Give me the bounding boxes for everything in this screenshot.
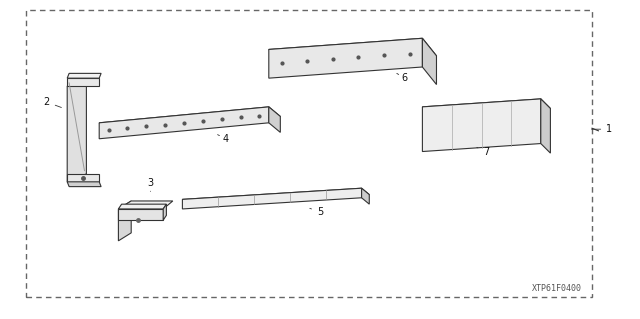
Polygon shape	[163, 204, 166, 220]
Polygon shape	[182, 188, 362, 209]
Text: 5: 5	[310, 207, 323, 217]
Text: 3: 3	[147, 178, 154, 191]
Bar	[26, 10, 592, 297]
Polygon shape	[67, 78, 99, 86]
Text: 7: 7	[477, 146, 490, 157]
Polygon shape	[422, 99, 541, 152]
Polygon shape	[67, 182, 101, 187]
Polygon shape	[67, 174, 99, 182]
Polygon shape	[541, 99, 550, 153]
Polygon shape	[269, 107, 280, 132]
Polygon shape	[118, 201, 131, 241]
Text: 6: 6	[397, 73, 408, 83]
Polygon shape	[362, 188, 369, 204]
Polygon shape	[99, 107, 269, 139]
Text: XTP61F0400: XTP61F0400	[532, 284, 582, 293]
Polygon shape	[269, 38, 422, 78]
Polygon shape	[182, 188, 369, 206]
Polygon shape	[67, 73, 101, 78]
Polygon shape	[422, 99, 550, 116]
Text: 1: 1	[591, 124, 612, 134]
Text: 4: 4	[218, 134, 228, 144]
Text: 2: 2	[44, 97, 61, 108]
Polygon shape	[422, 38, 436, 85]
Polygon shape	[269, 38, 436, 67]
Polygon shape	[118, 209, 163, 220]
Polygon shape	[118, 201, 173, 209]
Polygon shape	[118, 204, 166, 209]
Polygon shape	[67, 78, 86, 182]
Polygon shape	[99, 107, 280, 132]
